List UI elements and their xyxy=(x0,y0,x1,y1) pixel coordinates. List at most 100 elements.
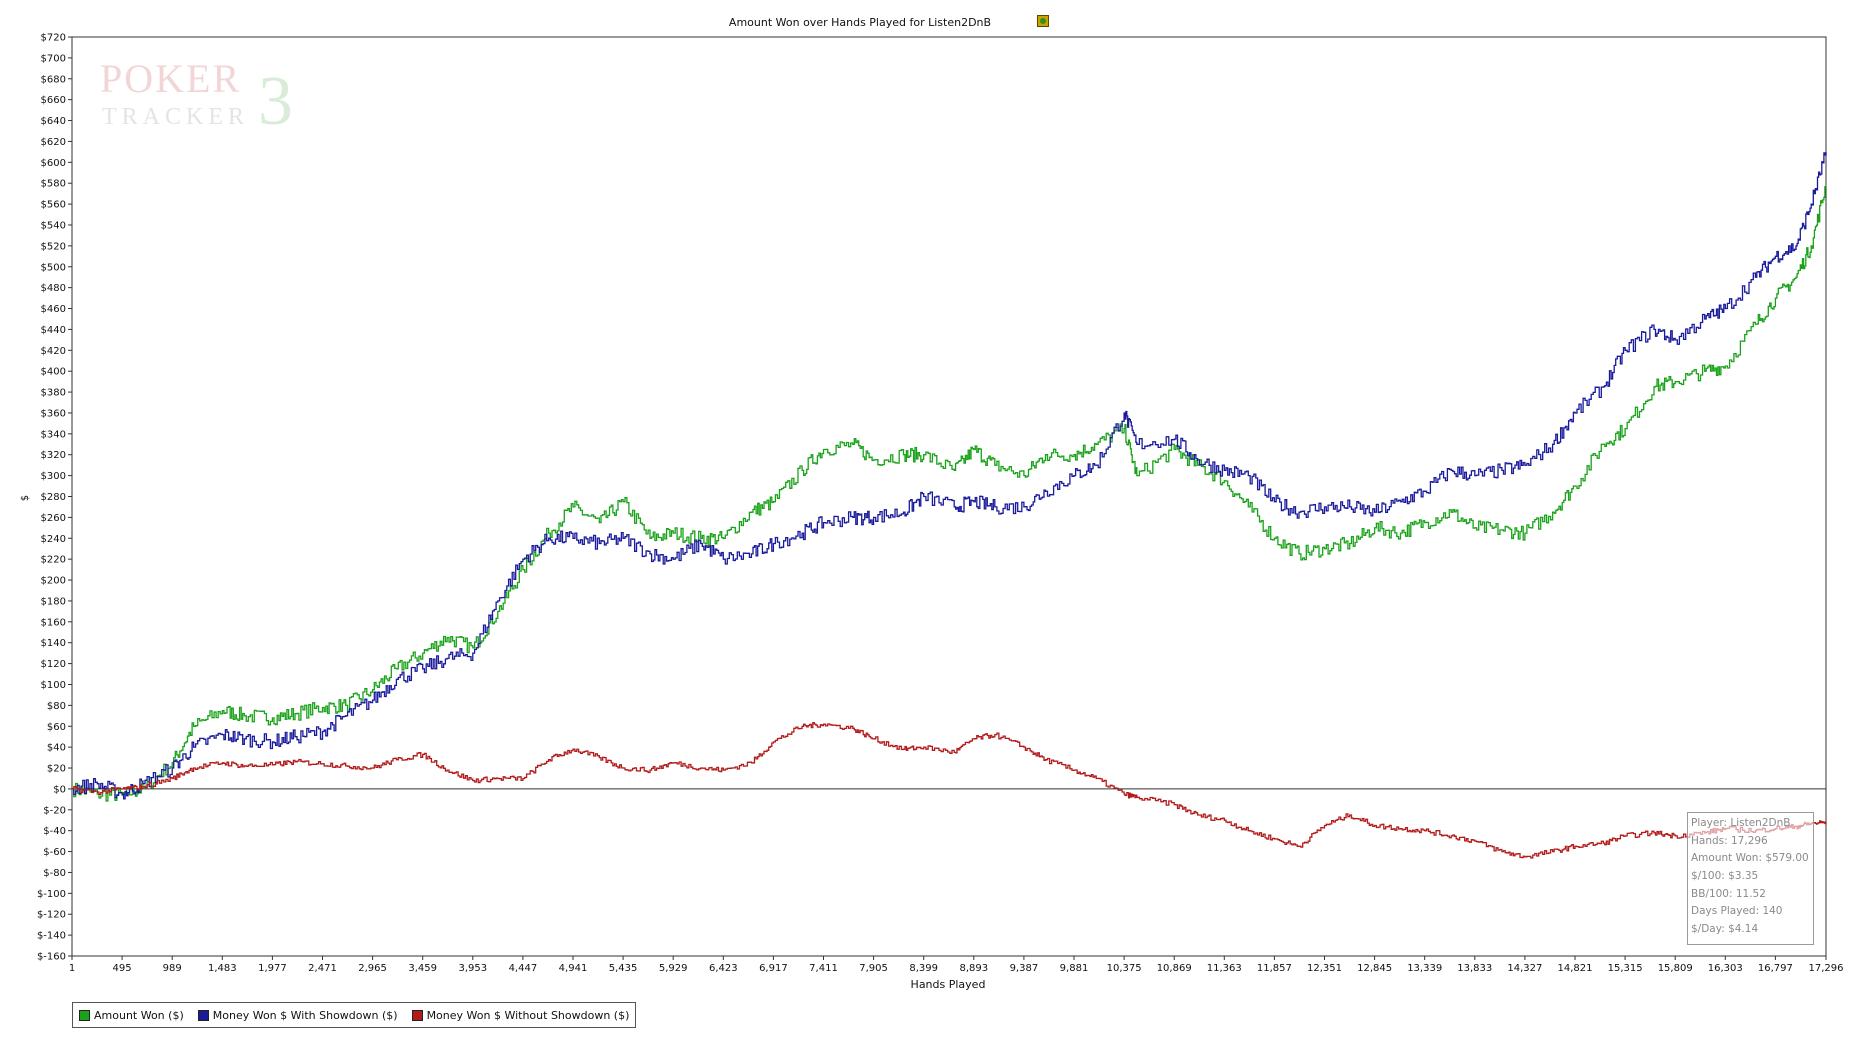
y-tick-label: $300 xyxy=(41,471,66,482)
y-tick-label: $-140 xyxy=(37,931,66,942)
info-player: Player: Listen2DnB xyxy=(1691,817,1791,829)
y-tick-label: $-60 xyxy=(43,847,66,858)
x-axis-label: Hands Played xyxy=(911,978,986,991)
x-tick-label: 15,315 xyxy=(1608,963,1643,974)
x-tick-label: 989 xyxy=(163,963,182,974)
legend-item-amount-won[interactable]: Amount Won ($) xyxy=(79,1009,184,1022)
y-tick-label: $140 xyxy=(41,638,66,649)
info-per-100: $/100: $3.35 xyxy=(1691,870,1759,883)
y-tick-label: $500 xyxy=(41,262,66,273)
x-tick-label: 6,917 xyxy=(759,963,788,974)
x-tick-label: 2,471 xyxy=(308,963,337,974)
x-tick-label: 5,929 xyxy=(659,963,688,974)
y-tick-label: $540 xyxy=(41,220,66,231)
x-tick-label: 10,869 xyxy=(1157,963,1192,974)
x-tick-label: 495 xyxy=(113,963,132,974)
legend-label: Amount Won ($) xyxy=(94,1008,184,1022)
x-tick-label: 8,399 xyxy=(909,963,938,974)
info-days-played: Days Played: 140 xyxy=(1691,905,1783,918)
info-per-day: $/Day: $4.14 xyxy=(1691,923,1759,936)
y-tick-label: $-20 xyxy=(43,805,66,816)
info-amount-won: Amount Won: $579.00 xyxy=(1691,852,1809,865)
x-tick-label: 7,905 xyxy=(859,963,888,974)
y-tick-label: $180 xyxy=(41,596,66,607)
y-tick-label: $340 xyxy=(41,429,66,440)
x-tick-label: 7,411 xyxy=(809,963,838,974)
x-tick-label: 13,339 xyxy=(1407,963,1442,974)
y-tick-label: $120 xyxy=(41,659,66,670)
y-tick-label: $60 xyxy=(47,722,66,733)
info-hands: Hands: 17,296 xyxy=(1691,834,1768,847)
x-tick-label: 5,435 xyxy=(609,963,638,974)
x-tick-label: 1,483 xyxy=(208,963,237,974)
y-tick-label: $720 xyxy=(41,33,66,44)
x-tick-label: 3,459 xyxy=(408,963,437,974)
y-tick-label: $480 xyxy=(41,283,66,294)
x-tick-label: 2,965 xyxy=(358,963,387,974)
x-tick-label: 11,857 xyxy=(1257,963,1292,974)
series-line-0 xyxy=(72,184,1827,802)
refresh-icon[interactable] xyxy=(1037,15,1049,27)
y-tick-label: $40 xyxy=(47,743,66,754)
x-tick-label: 4,941 xyxy=(559,963,588,974)
hover-info-box: Player: Listen2DnB Hands: 17,296 Amount … xyxy=(1687,812,1814,945)
x-tick-label: 15,809 xyxy=(1658,963,1693,974)
y-tick-label: $680 xyxy=(41,74,66,85)
y-tick-label: $220 xyxy=(41,555,66,566)
x-tick-label: 16,797 xyxy=(1758,963,1793,974)
y-tick-label: $160 xyxy=(41,617,66,628)
x-tick-label: 1 xyxy=(69,963,75,974)
y-tick-label: $80 xyxy=(47,701,66,712)
y-tick-label: $460 xyxy=(41,304,66,315)
y-tick-label: $0 xyxy=(53,784,66,795)
y-tick-label: $260 xyxy=(41,513,66,524)
y-tick-label: $380 xyxy=(41,388,66,399)
y-tick-label: $280 xyxy=(41,492,66,503)
y-tick-label: $240 xyxy=(41,534,66,545)
legend-item-with-showdown[interactable]: Money Won $ With Showdown ($) xyxy=(197,1008,398,1022)
y-tick-label: $100 xyxy=(41,680,66,691)
y-tick-label: $420 xyxy=(41,346,66,357)
x-tick-label: 17,296 xyxy=(1809,963,1844,974)
y-tick-label: $560 xyxy=(41,200,66,211)
series-line-1 xyxy=(72,151,1827,800)
y-tick-label: $360 xyxy=(41,408,66,419)
x-tick-label: 12,351 xyxy=(1307,963,1342,974)
legend-item-without-showdown[interactable]: Money Won $ Without Showdown ($) xyxy=(411,1009,629,1022)
y-tick-label: $-80 xyxy=(43,868,66,879)
x-tick-label: 4,447 xyxy=(509,963,538,974)
legend-label: Money Won $ With Showdown ($) xyxy=(212,1008,398,1022)
x-tick-label: 16,303 xyxy=(1708,963,1743,974)
x-tick-label: 1,977 xyxy=(258,963,287,974)
x-tick-label: 14,327 xyxy=(1507,963,1542,974)
x-tick-label: 10,375 xyxy=(1107,963,1142,974)
y-tick-label: $200 xyxy=(41,576,66,587)
legend-swatch-blue xyxy=(197,1009,209,1021)
chart-legend: Amount Won ($) Money Won $ With Showdown… xyxy=(72,1002,637,1028)
x-tick-label: 9,387 xyxy=(1010,963,1039,974)
info-bb-100: BB/100: 11.52 xyxy=(1691,887,1766,900)
x-tick-label: 3,953 xyxy=(458,963,487,974)
x-tick-label: 8,893 xyxy=(959,963,988,974)
plot-area: $720 $700 $680 $660 $640 $620 $600 $580 $560 $540… xyxy=(37,33,1844,975)
y-axis-label: $ xyxy=(20,495,31,501)
y-tick-label: $660 xyxy=(41,95,66,106)
y-tick-label: $-160 xyxy=(37,952,66,963)
series-line-2 xyxy=(72,721,1827,859)
y-tick-label: $440 xyxy=(41,325,66,336)
legend-swatch-red xyxy=(411,1009,423,1021)
y-tick-label: $620 xyxy=(41,137,66,148)
x-tick-label: 12,845 xyxy=(1357,963,1392,974)
y-tick-label: $580 xyxy=(41,179,66,190)
y-tick-label: $320 xyxy=(41,450,66,461)
x-tick-label: 9,881 xyxy=(1060,963,1089,974)
y-tick-label: $20 xyxy=(47,764,66,775)
y-tick-label: $400 xyxy=(41,367,66,378)
x-tick-label: 13,833 xyxy=(1457,963,1492,974)
y-tick-label: $520 xyxy=(41,241,66,252)
x-tick-label: 11,363 xyxy=(1207,963,1242,974)
y-tick-label: $600 xyxy=(41,158,66,169)
